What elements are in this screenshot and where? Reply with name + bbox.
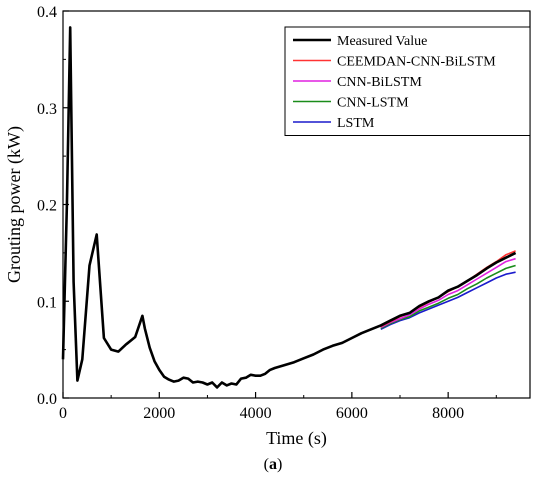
y-axis-title: Grouting power (kW)	[4, 126, 25, 283]
ticks-layer: 0 2000 4000 6000 8000 0.0 0.1 0.2 0.3 0.4	[37, 4, 497, 422]
y-tick-label: 0.4	[37, 4, 57, 21]
legend: Measured Value CEEMDAN-CNN-BiLSTM CNN-BiLS…	[284, 26, 531, 136]
x-tick-label: 8000	[432, 405, 464, 422]
caption-letter: a	[269, 456, 277, 473]
x-tick-label: 4000	[240, 405, 272, 422]
figure-caption: (a)	[264, 456, 283, 473]
y-tick-label: 0.1	[37, 294, 57, 311]
legend-label: CNN-BiLSTM	[337, 75, 422, 90]
caption-close: )	[277, 456, 282, 473]
x-tick-label: 6000	[336, 405, 368, 422]
y-tick-label: 0.2	[37, 198, 57, 215]
legend-label: Measured Value	[337, 34, 427, 49]
series-layer	[61, 26, 517, 389]
caption-open: (	[264, 456, 269, 473]
series-line-cnn-lstm	[380, 264, 516, 330]
series-line-measured-value	[61, 26, 517, 389]
legend-label: LSTM	[337, 116, 375, 131]
x-tick-label: 2000	[143, 405, 175, 422]
x-axis-title: Time (s)	[266, 428, 327, 449]
y-tick-label: 0.0	[37, 391, 57, 408]
x-tick-label: 0	[59, 405, 67, 422]
legend-label: CEEMDAN-CNN-BiLSTM	[337, 55, 496, 70]
legend-label: CNN-LSTM	[337, 96, 409, 111]
y-tick-label: 0.3	[37, 101, 57, 118]
series-line-lstm	[380, 271, 516, 331]
series-line-cnn-bilstm	[380, 257, 516, 329]
